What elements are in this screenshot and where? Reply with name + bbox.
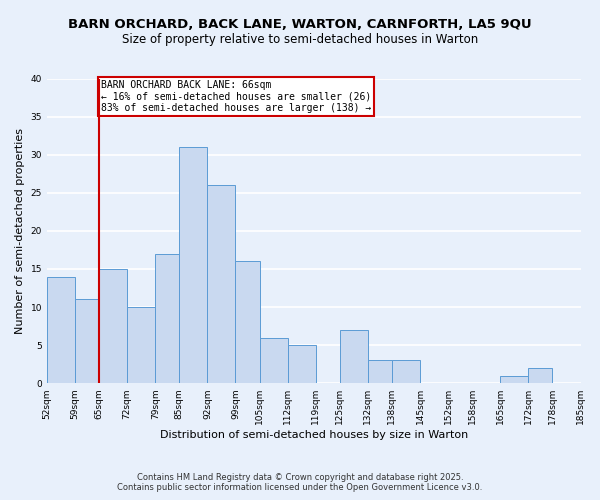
Text: BARN ORCHARD BACK LANE: 66sqm
← 16% of semi-detached houses are smaller (26)
83%: BARN ORCHARD BACK LANE: 66sqm ← 16% of s… bbox=[101, 80, 371, 113]
Bar bbox=[235, 262, 260, 383]
Bar bbox=[47, 276, 75, 383]
Bar bbox=[99, 269, 127, 383]
Bar bbox=[127, 307, 155, 383]
Bar bbox=[155, 254, 179, 383]
Bar bbox=[260, 338, 287, 383]
Text: Contains HM Land Registry data © Crown copyright and database right 2025.
Contai: Contains HM Land Registry data © Crown c… bbox=[118, 473, 482, 492]
Bar bbox=[500, 376, 529, 383]
Text: Size of property relative to semi-detached houses in Warton: Size of property relative to semi-detach… bbox=[122, 32, 478, 46]
Bar bbox=[75, 300, 99, 383]
Text: BARN ORCHARD, BACK LANE, WARTON, CARNFORTH, LA5 9QU: BARN ORCHARD, BACK LANE, WARTON, CARNFOR… bbox=[68, 18, 532, 30]
Bar bbox=[287, 345, 316, 383]
X-axis label: Distribution of semi-detached houses by size in Warton: Distribution of semi-detached houses by … bbox=[160, 430, 468, 440]
Bar bbox=[529, 368, 553, 383]
Bar bbox=[392, 360, 420, 383]
Bar bbox=[340, 330, 368, 383]
Bar bbox=[368, 360, 392, 383]
Bar bbox=[179, 147, 208, 383]
Bar bbox=[208, 185, 235, 383]
Y-axis label: Number of semi-detached properties: Number of semi-detached properties bbox=[15, 128, 25, 334]
